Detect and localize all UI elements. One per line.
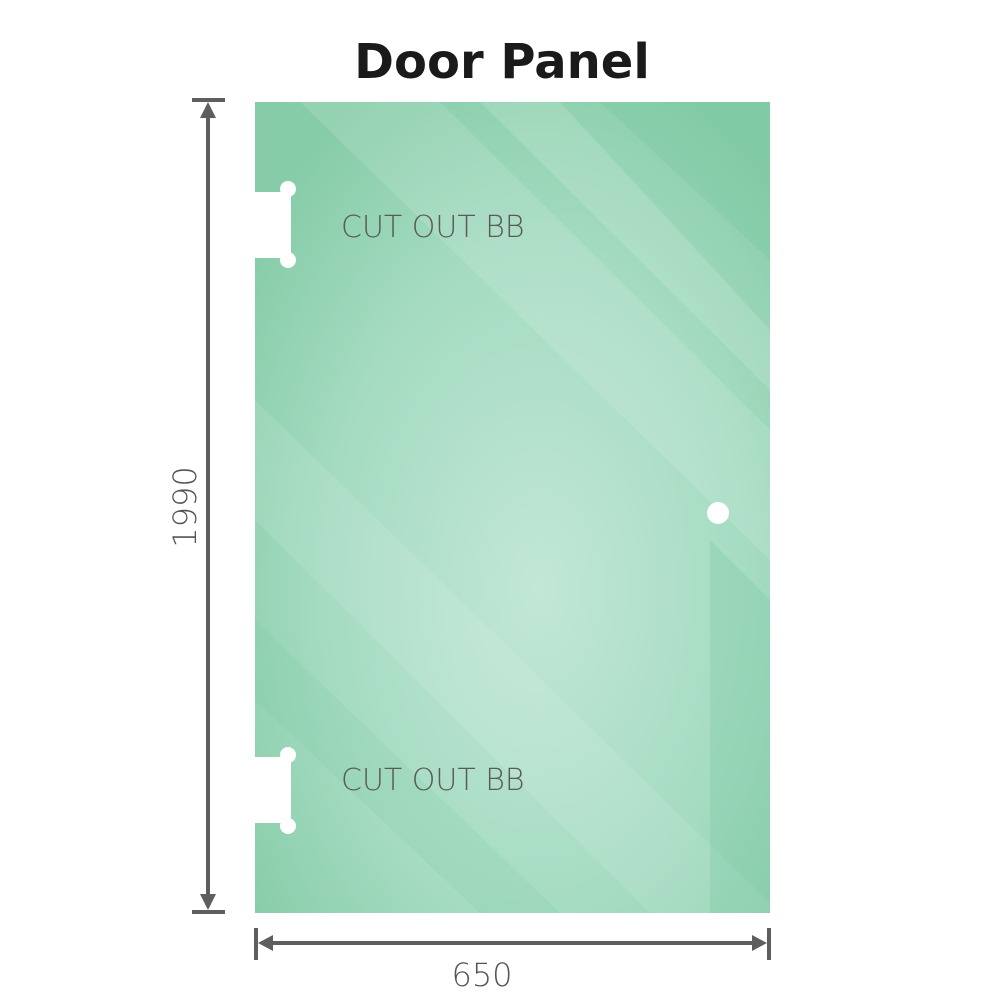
width-dimension-label: 650 xyxy=(451,956,512,994)
cutout-bottom xyxy=(250,747,296,834)
handle-hole xyxy=(707,502,729,524)
height-dimension-line xyxy=(192,98,225,914)
cutout-label-bottom: CUT OUT BB xyxy=(341,763,525,798)
glass-panel xyxy=(255,102,770,913)
width-dimension-line xyxy=(254,928,771,960)
cutout-top xyxy=(250,181,296,268)
height-dimension-label: 1990 xyxy=(166,466,204,547)
glass-reflection-streaks xyxy=(255,102,770,913)
cutout-label-top: CUT OUT BB xyxy=(341,210,525,245)
diagram-title: Door Panel xyxy=(354,34,650,90)
